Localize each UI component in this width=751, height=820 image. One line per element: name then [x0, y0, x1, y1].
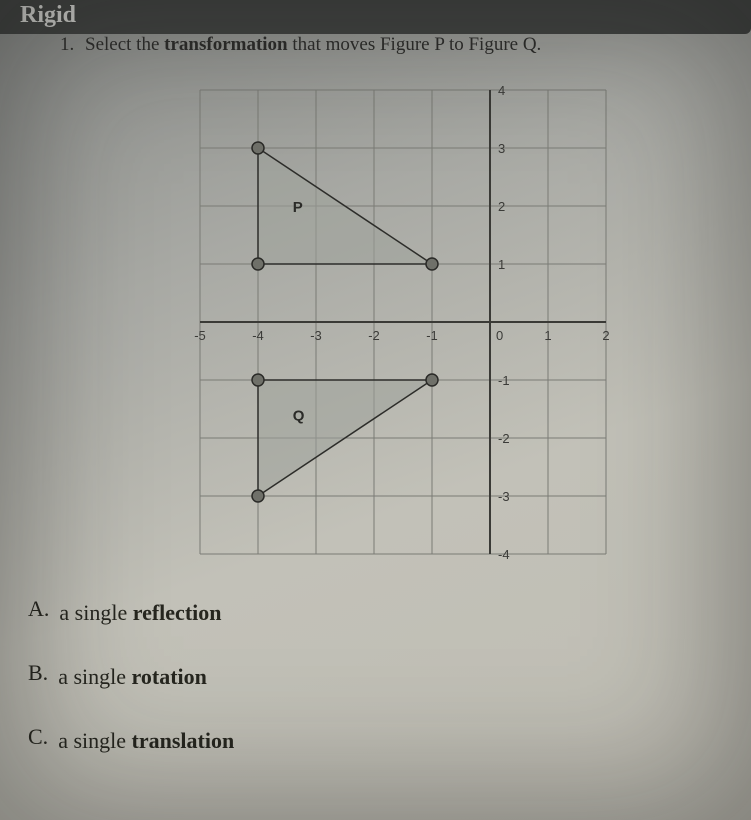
answer-C-prefix: a single — [58, 728, 131, 753]
svg-text:-4: -4 — [498, 547, 510, 562]
answer-A-bold: reflection — [133, 600, 222, 625]
answer-A-letter: A. — [28, 596, 49, 622]
svg-text:Q: Q — [293, 408, 305, 425]
svg-text:-3: -3 — [498, 489, 510, 504]
question-text: 1. Select the transformation that moves … — [60, 34, 700, 56]
svg-text:2: 2 — [602, 328, 609, 343]
answer-B-prefix: a single — [58, 664, 131, 689]
answers: A. a single reflection B. a single rotat… — [28, 600, 628, 792]
svg-text:4: 4 — [498, 83, 505, 98]
question-suffix: that moves Figure P to Figure Q. — [288, 34, 542, 55]
svg-text:P: P — [293, 199, 303, 216]
answer-A-text: a single reflection — [59, 600, 221, 626]
graph: -5 -4 -3 -2 -1 0 1 2 1 2 3 4 -1 -2 -3 -4 P Q — [180, 80, 680, 580]
svg-text:-2: -2 — [498, 431, 510, 446]
svg-text:-4: -4 — [252, 328, 264, 343]
svg-text:1: 1 — [544, 328, 551, 343]
svg-text:-3: -3 — [310, 328, 322, 343]
answer-B-bold: rotation — [132, 664, 207, 689]
graph-svg: -5 -4 -3 -2 -1 0 1 2 1 2 3 4 -1 -2 -3 -4 P Q — [180, 80, 626, 574]
question-prefix: Select the — [85, 34, 164, 55]
answer-C[interactable]: C. a single translation — [28, 728, 628, 754]
svg-text:3: 3 — [498, 141, 505, 156]
svg-text:-2: -2 — [368, 328, 380, 343]
answer-B[interactable]: B. a single rotation — [28, 664, 628, 690]
answer-A[interactable]: A. a single reflection — [28, 600, 628, 626]
answer-A-prefix: a single — [59, 600, 132, 625]
svg-text:-1: -1 — [498, 373, 510, 388]
question-bold: transformation — [164, 34, 287, 55]
header-partial-title: Rigid — [20, 2, 76, 28]
header-strip: Rigid — [0, 0, 751, 34]
svg-text:1: 1 — [498, 257, 505, 272]
answer-C-bold: translation — [132, 728, 235, 753]
question-number: 1. — [60, 34, 74, 55]
answer-C-letter: C. — [28, 724, 48, 750]
svg-text:2: 2 — [498, 199, 505, 214]
answer-C-text: a single translation — [58, 728, 234, 754]
svg-text:0: 0 — [496, 328, 503, 343]
svg-text:-5: -5 — [194, 328, 206, 343]
svg-text:-1: -1 — [426, 328, 438, 343]
answer-B-letter: B. — [28, 660, 48, 686]
page: Rigid 1. Select the transformation that … — [0, 0, 751, 820]
answer-B-text: a single rotation — [58, 664, 207, 690]
